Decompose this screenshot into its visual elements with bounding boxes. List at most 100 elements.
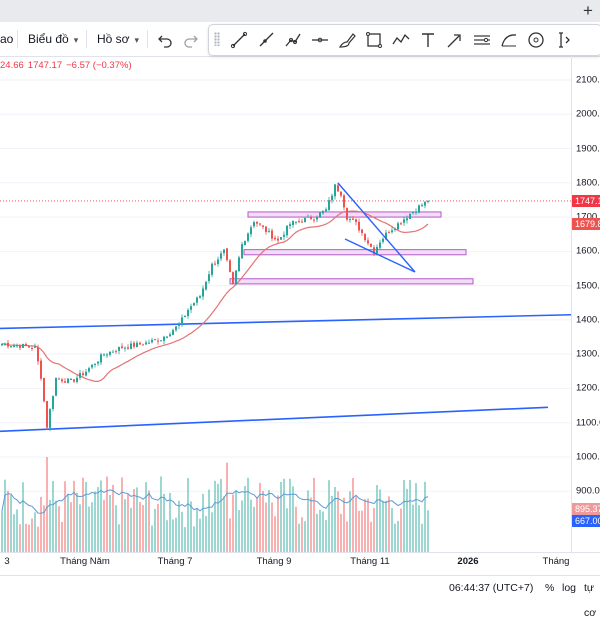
new-tab-plus-icon[interactable]: + bbox=[583, 1, 593, 20]
trend-line-tool-button[interactable] bbox=[229, 30, 249, 50]
candle-body bbox=[88, 368, 90, 372]
time-axis-label: Tháng Năm bbox=[60, 556, 110, 567]
volume-moving-average bbox=[1, 489, 429, 514]
legend-change: −6.57 (−0.37%) bbox=[66, 60, 132, 71]
horizontal-ray-tool-button[interactable] bbox=[310, 30, 330, 50]
volume-ma-tag: 667.00 bbox=[572, 515, 600, 527]
candle-body bbox=[109, 351, 111, 355]
price-chart[interactable] bbox=[0, 56, 571, 552]
last-price-tag: 1747.17 bbox=[572, 194, 600, 207]
volume-bar bbox=[382, 500, 384, 552]
volume-bar bbox=[7, 490, 9, 552]
clock-display[interactable]: 06:44:37 (UTC+7) bbox=[449, 582, 534, 594]
candle-body bbox=[235, 270, 237, 285]
volume-bar bbox=[295, 506, 297, 552]
path-tool-button[interactable] bbox=[391, 30, 411, 50]
support-resistance-zone bbox=[229, 278, 474, 285]
moving-average-line bbox=[2, 210, 429, 382]
volume-bar bbox=[205, 516, 207, 552]
volume-bar bbox=[379, 489, 381, 552]
auto-scale-toggle[interactable]: tự cơ bbox=[584, 582, 597, 619]
volume-bar bbox=[19, 524, 21, 552]
volume-bar bbox=[91, 502, 93, 552]
volume-bar bbox=[154, 508, 156, 552]
candle-body bbox=[112, 351, 114, 353]
candle-body bbox=[337, 185, 339, 192]
volume-bar bbox=[427, 510, 429, 552]
time-axis-label: Tháng 11 bbox=[350, 556, 390, 567]
legend-ohlc: 24.66 1747.17 −6.57 (−0.37%) bbox=[0, 60, 136, 71]
volume-bar bbox=[61, 521, 63, 552]
volume-bar bbox=[40, 496, 42, 552]
rectangle-tool-button[interactable] bbox=[364, 30, 384, 50]
candle-body bbox=[424, 201, 426, 206]
toolbar-partial-item[interactable]: ao bbox=[0, 32, 14, 46]
log-toggle[interactable]: log bbox=[562, 582, 577, 594]
candle-body bbox=[76, 377, 78, 382]
candle-body bbox=[190, 306, 192, 310]
candle-body bbox=[418, 205, 420, 213]
volume-bar bbox=[397, 520, 399, 552]
volume-bar bbox=[277, 495, 279, 552]
volume-bar bbox=[403, 480, 405, 552]
circle-tool-button[interactable] bbox=[526, 30, 546, 50]
volume-bar bbox=[73, 480, 75, 552]
redo-button[interactable] bbox=[184, 22, 198, 56]
volume-bar bbox=[424, 481, 426, 552]
candle-body bbox=[49, 409, 51, 428]
volume-bar bbox=[421, 523, 423, 552]
volume-bar bbox=[247, 477, 249, 552]
drag-handle[interactable] bbox=[214, 32, 220, 46]
arrow-marker-tool-button[interactable] bbox=[445, 30, 465, 50]
candle-body bbox=[67, 378, 69, 383]
price-axis-label: 1400.00 bbox=[576, 314, 600, 326]
candle-body bbox=[280, 237, 282, 240]
candle-body bbox=[328, 200, 330, 210]
volume-bar bbox=[262, 490, 264, 552]
brush-tool-button[interactable] bbox=[337, 30, 357, 50]
measure-tool-button[interactable] bbox=[553, 30, 573, 50]
candle-body bbox=[46, 401, 48, 428]
arc-tool-button[interactable] bbox=[499, 30, 519, 50]
volume-bar bbox=[175, 517, 177, 552]
candle-body bbox=[289, 224, 291, 226]
chevron-down-icon: ▾ bbox=[134, 35, 140, 45]
candle-body bbox=[409, 213, 411, 220]
volume-bar bbox=[178, 500, 180, 552]
parallel-channel-tool-button[interactable] bbox=[472, 30, 492, 50]
text-tool-button[interactable] bbox=[418, 30, 438, 50]
candle-body bbox=[136, 342, 138, 348]
volume-bar bbox=[358, 510, 360, 552]
candle-body bbox=[19, 345, 21, 348]
price-axis-label: 900.00 bbox=[576, 485, 600, 497]
percent-toggle[interactable]: % bbox=[545, 582, 555, 594]
volume-bar bbox=[85, 481, 87, 552]
candle-body bbox=[385, 232, 387, 240]
volume-bar bbox=[406, 488, 408, 552]
candle-body bbox=[271, 230, 273, 239]
candle-body bbox=[82, 373, 84, 376]
candle-body bbox=[133, 342, 135, 347]
ray-tool-button[interactable] bbox=[256, 30, 276, 50]
volume-bar bbox=[373, 507, 375, 552]
price-axis-label: 1800.00 bbox=[576, 177, 600, 189]
volume-bar bbox=[196, 507, 198, 552]
candle-body bbox=[397, 223, 399, 230]
info-line-tool-button[interactable] bbox=[283, 30, 303, 50]
candle-body bbox=[196, 297, 198, 303]
volume-bar bbox=[67, 493, 69, 552]
candle-body bbox=[31, 347, 33, 349]
moving-average-tag: 1679.88 bbox=[572, 217, 600, 230]
legend-close: 1747.17 bbox=[27, 60, 63, 71]
candle-body bbox=[193, 303, 195, 306]
price-axis-border bbox=[571, 56, 572, 552]
candle-body bbox=[376, 247, 378, 254]
volume-bar bbox=[139, 502, 141, 552]
brush-icon bbox=[338, 33, 356, 48]
candle-body bbox=[145, 342, 147, 345]
templates-dropdown[interactable]: Hồ sơ ▾ bbox=[97, 22, 139, 56]
undo-button[interactable] bbox=[158, 22, 172, 56]
chart-type-dropdown[interactable]: Biểu đồ ▾ bbox=[28, 22, 78, 56]
candle-body bbox=[37, 347, 39, 362]
candle-body bbox=[370, 243, 372, 247]
